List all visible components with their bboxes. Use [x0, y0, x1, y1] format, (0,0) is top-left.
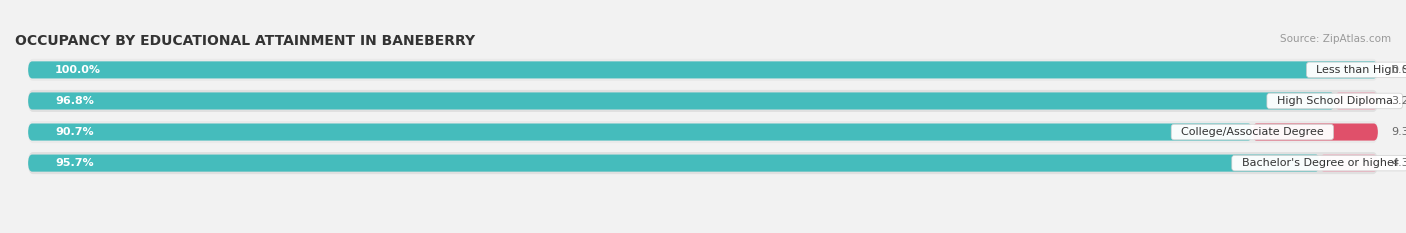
FancyBboxPatch shape	[28, 59, 1378, 81]
FancyBboxPatch shape	[28, 154, 1320, 172]
FancyBboxPatch shape	[28, 90, 1378, 112]
FancyBboxPatch shape	[1334, 93, 1378, 110]
Text: 96.8%: 96.8%	[55, 96, 94, 106]
FancyBboxPatch shape	[28, 121, 1378, 143]
Text: Bachelor's Degree or higher: Bachelor's Degree or higher	[1234, 158, 1405, 168]
Text: 3.2%: 3.2%	[1392, 96, 1406, 106]
Text: High School Diploma: High School Diploma	[1270, 96, 1400, 106]
FancyBboxPatch shape	[28, 93, 1334, 110]
Text: 4.3%: 4.3%	[1392, 158, 1406, 168]
Text: Source: ZipAtlas.com: Source: ZipAtlas.com	[1281, 34, 1392, 44]
Text: OCCUPANCY BY EDUCATIONAL ATTAINMENT IN BANEBERRY: OCCUPANCY BY EDUCATIONAL ATTAINMENT IN B…	[14, 34, 475, 48]
Text: 0.0%: 0.0%	[1392, 65, 1406, 75]
FancyBboxPatch shape	[28, 123, 1253, 140]
FancyBboxPatch shape	[28, 152, 1378, 174]
Text: 9.3%: 9.3%	[1392, 127, 1406, 137]
Text: Less than High School: Less than High School	[1309, 65, 1406, 75]
Text: 100.0%: 100.0%	[55, 65, 101, 75]
FancyBboxPatch shape	[1320, 154, 1378, 172]
Text: 95.7%: 95.7%	[55, 158, 94, 168]
Text: 90.7%: 90.7%	[55, 127, 94, 137]
Text: College/Associate Degree: College/Associate Degree	[1174, 127, 1330, 137]
FancyBboxPatch shape	[28, 61, 1378, 79]
FancyBboxPatch shape	[1253, 123, 1378, 140]
